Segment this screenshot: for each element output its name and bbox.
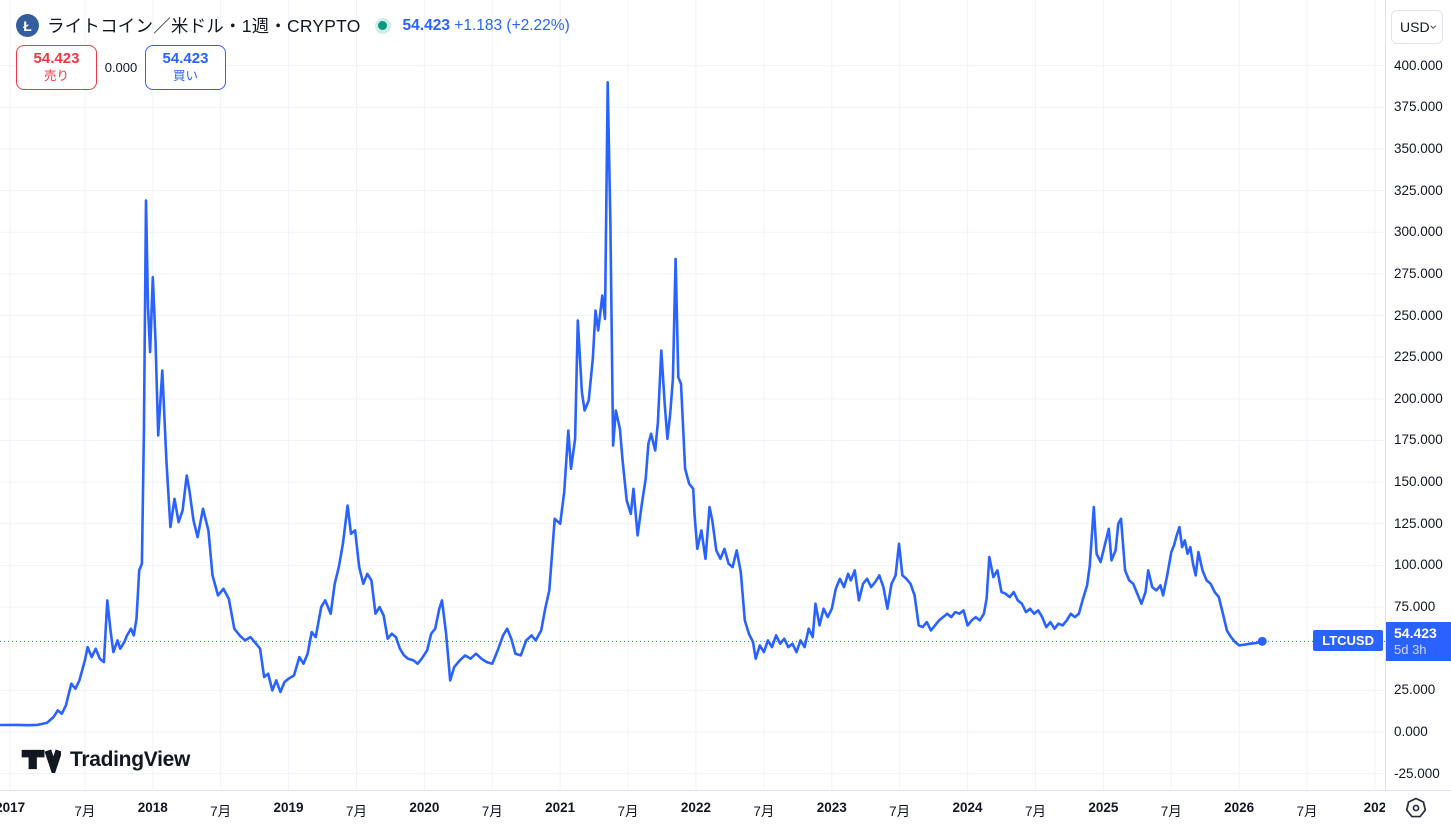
sell-button[interactable]: 54.423 売り (16, 45, 97, 90)
price-line-series (0, 81, 1264, 727)
time-axis-tick: 7月 (74, 804, 96, 819)
price-axis-tick: 275.000 (1394, 265, 1443, 281)
price-change-pct: (+2.22%) (506, 16, 570, 34)
price-axis-tick: 400.000 (1394, 57, 1443, 73)
time-axis[interactable]: 2017 7月 2018 7月 2019 7月 2020 7月 2021 7月 2022 7月 2023… (0, 790, 1451, 827)
axis-settings-gear-icon[interactable] (1405, 797, 1427, 819)
symbol-legend: Ł ライトコイン／米ドル・1週・CRYPTO 54.423 +1.183 (+2… (16, 13, 570, 38)
price-axis-tick: 100.000 (1394, 557, 1443, 573)
time-axis-tick: 7月 (345, 804, 367, 819)
tradingview-mark-icon (21, 749, 61, 773)
price-axis-tick: 250.000 (1394, 307, 1443, 323)
price-axis-tick: 175.000 (1394, 432, 1443, 448)
current-price-label: 54.423 5d 3h (1386, 622, 1451, 662)
time-axis-tick: 2021 (545, 800, 576, 815)
time-axis-tick: 2018 (137, 800, 168, 815)
price-axis-tick: 225.000 (1394, 349, 1443, 365)
litecoin-icon: Ł (16, 14, 39, 37)
time-axis-tick: 2023 (816, 800, 847, 815)
price-axis-tick: -25.000 (1394, 765, 1440, 781)
time-axis-tick: 2017 (0, 800, 26, 815)
time-axis-tick: 2024 (952, 800, 983, 815)
price-axis-tick: 150.000 (1394, 474, 1443, 490)
market-status-icon (374, 17, 391, 34)
chevron-down-icon (1429, 25, 1436, 30)
price-axis-tick: 125.000 (1394, 515, 1443, 531)
time-axis-tick: 2019 (273, 800, 304, 815)
price-change: +1.183 (454, 16, 503, 34)
price-axis-tick: 0.000 (1394, 724, 1428, 740)
price-axis-tick: 325.000 (1394, 182, 1443, 198)
time-axis-tick: 202 (1363, 800, 1385, 815)
time-axis-tick: 2022 (680, 800, 711, 815)
time-axis-tick: 7月 (753, 804, 775, 819)
last-point-marker (1257, 636, 1267, 646)
tradingview-wordmark: TradingView (70, 747, 191, 771)
time-axis-tick: 7月 (889, 804, 911, 819)
time-axis-tick: 7月 (210, 804, 232, 819)
spread-value: 0.000 (104, 60, 138, 75)
price-axis-tick: 350.000 (1394, 140, 1443, 156)
time-axis-tick: 2025 (1088, 800, 1119, 815)
currency-selector[interactable]: USD (1391, 10, 1443, 44)
price-chart (0, 0, 1385, 790)
time-axis-tick: 7月 (1296, 804, 1318, 819)
price-axis-tick: 300.000 (1394, 224, 1443, 240)
time-axis-tick: 7月 (1160, 804, 1182, 819)
price-axis-tick: 200.000 (1394, 390, 1443, 406)
time-axis-tick: 7月 (1024, 804, 1046, 819)
tradingview-logo[interactable]: TradingView (21, 746, 190, 773)
last-price-line: 54.423 +1.183 (+2.22%) (403, 17, 570, 35)
time-axis-tick: 2026 (1224, 800, 1255, 815)
price-line-symbol-tag: LTCUSD (1313, 630, 1383, 652)
price-axis-tick: 25.000 (1394, 682, 1436, 698)
time-axis-tick: 7月 (481, 804, 503, 819)
price-axis-tick: 75.000 (1394, 599, 1436, 615)
buy-button[interactable]: 54.423 買い (145, 45, 226, 90)
bar-countdown: 5d 3h (1394, 642, 1427, 658)
chart-pane[interactable]: Ł ライトコイン／米ドル・1週・CRYPTO 54.423 +1.183 (+2… (0, 0, 1385, 790)
trade-buttons-row: 54.423 売り 0.000 54.423 買い (16, 45, 226, 90)
symbol-title[interactable]: ライトコイン／米ドル・1週・CRYPTO (47, 16, 361, 36)
last-price: 54.423 (402, 16, 450, 34)
current-price-value: 54.423 (1394, 625, 1437, 642)
time-axis-tick: 7月 (617, 804, 639, 819)
price-axis-tick: 375.000 (1394, 99, 1443, 115)
time-axis-tick: 2020 (409, 800, 440, 815)
price-axis[interactable]: USD 54.423 5d 3h 400.000 375.000 350.000 32… (1385, 0, 1451, 790)
